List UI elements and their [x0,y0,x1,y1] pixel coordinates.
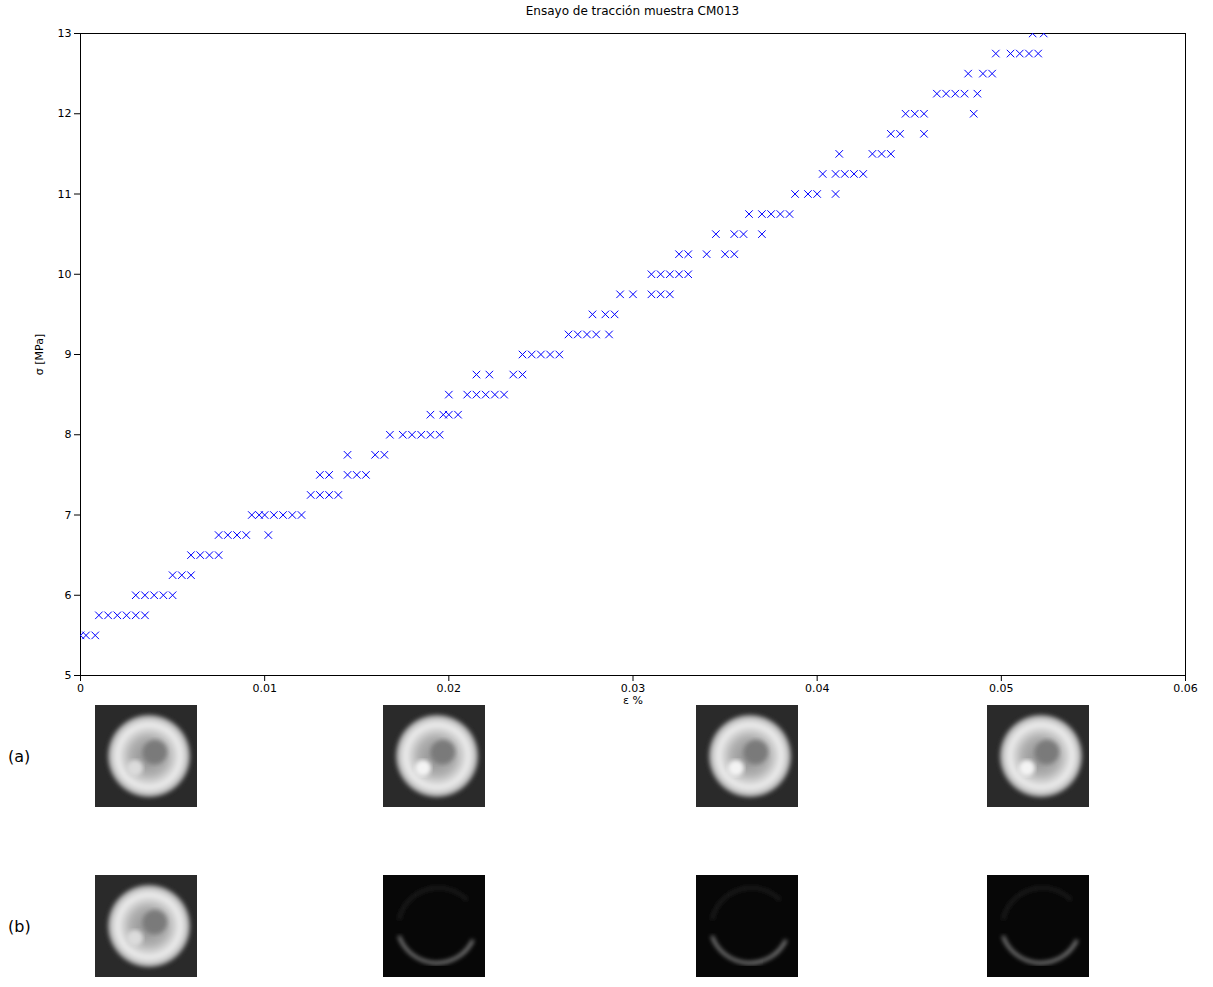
svg-text:0.02: 0.02 [437,682,462,695]
svg-text:8: 8 [65,428,72,441]
svg-text:5: 5 [65,669,72,682]
svg-text:0.05: 0.05 [989,682,1014,695]
svg-text:9: 9 [65,348,72,361]
svg-text:0.06: 0.06 [1173,682,1198,695]
svg-text:13: 13 [58,27,72,40]
svg-text:(a): (a) [8,747,30,766]
svg-text:6: 6 [65,589,72,602]
svg-text:0.03: 0.03 [620,682,646,696]
svg-text:10: 10 [58,268,72,281]
svg-text:ε %: ε % [623,694,643,706]
svg-text:11: 11 [58,188,72,201]
svg-text:7: 7 [65,509,72,522]
html-text:Ensayo de tracción muestra CM0: Ensayo de tracción muestra CM013 [525,4,740,18]
svg-text:(b): (b) [8,917,31,936]
svg-text:0.01: 0.01 [252,682,277,695]
svg-text:σ [MPa]: σ [MPa] [33,334,46,375]
svg-text:0.04: 0.04 [805,682,830,695]
svg-text:12: 12 [58,107,72,120]
svg-text:0: 0 [77,682,84,695]
